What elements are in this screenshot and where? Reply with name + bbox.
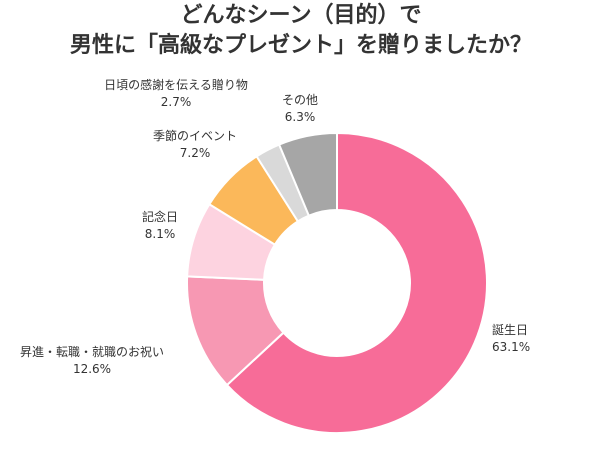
slice-label-5: その他 [282, 93, 318, 107]
slice-label-2: 記念日 [142, 209, 178, 224]
donut-slices [186, 131, 488, 434]
slice-value-0: 63.1% [492, 340, 530, 354]
slice-5 [277, 131, 338, 217]
slice-value-3: 7.2% [180, 146, 211, 160]
slice-value-4: 2.7% [161, 95, 192, 109]
slice-value-5: 6.3% [285, 110, 316, 124]
slice-label-0: 誕生日 [492, 323, 528, 337]
slice-value-2: 8.1% [145, 227, 176, 241]
donut-labels: 誕生日 63.1% 昇進・転職・就職のお祝い 12.6% 記念日 8.1% 季節のイベント 7… [20, 77, 530, 376]
slice-label-3: 季節のイベント [153, 128, 237, 143]
slice-label-4: 日頃の感謝を伝える贈り物 [104, 77, 248, 92]
slice-value-1: 12.6% [73, 362, 111, 376]
slice-label-1: 昇進・転職・就職のお祝い [20, 345, 164, 359]
slice-0 [225, 131, 488, 434]
chart-title-line-2: 男性に「高級なプレゼント」を贈りましたか？ [69, 33, 532, 58]
chart-title-line-1: どんなシーン（目的）で [180, 3, 422, 28]
